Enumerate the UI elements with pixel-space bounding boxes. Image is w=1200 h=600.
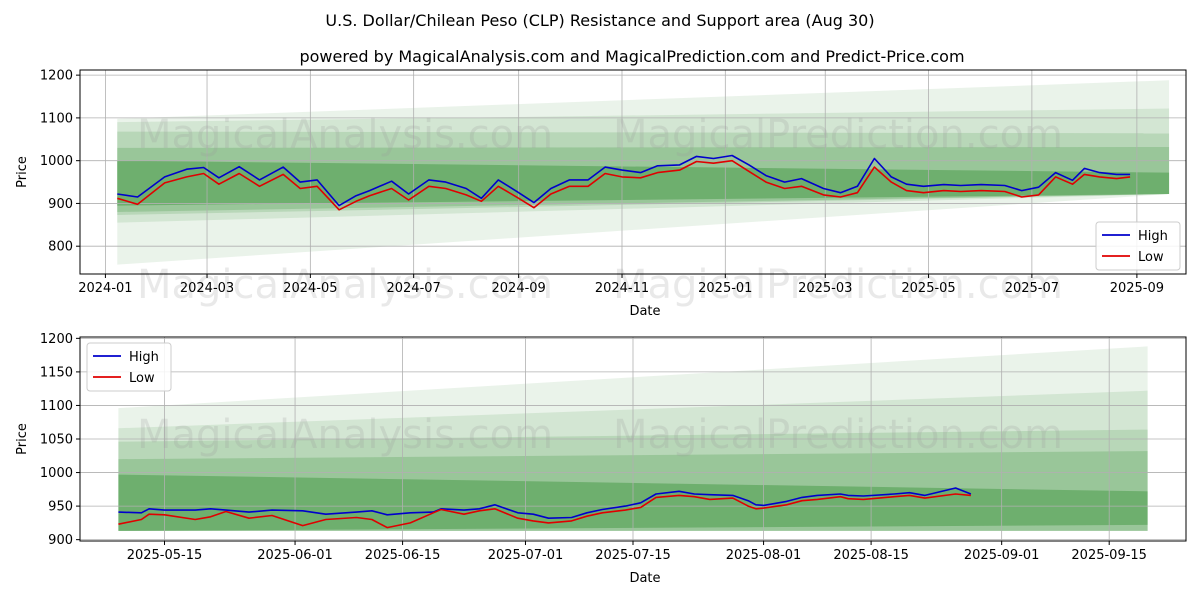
watermark: MagicalPrediction.com [613, 112, 1063, 158]
plot-frame [79, 69, 1187, 275]
band-3 [117, 131, 1170, 215]
x-tick-label: 2024-07 [386, 281, 440, 296]
series-lines [118, 487, 972, 529]
series-low-line [117, 159, 1131, 211]
x-tick-label: 2025-06-15 [365, 548, 441, 563]
top-chart-panel: MagicalAnalysis.com MagicalPrediction.com… [15, 69, 1187, 319]
series-high-line [117, 154, 1131, 207]
legend-label-high: High [129, 350, 159, 365]
legend-label-low: Low [129, 371, 155, 386]
support-resistance-bands [117, 80, 1170, 265]
x-tick-label: 2025-09-01 [964, 548, 1040, 563]
legend: High Low [1095, 221, 1181, 271]
ticks: 2025-05-15 2025-06-01 2025-06-15 2025-07-01… [40, 332, 1147, 563]
series-low-line [118, 493, 971, 529]
x-tick-label: 2025-08-15 [833, 548, 909, 563]
grid [80, 337, 1186, 541]
y-tick-label: 1050 [40, 433, 73, 448]
x-tick-label: 2025-07 [1005, 281, 1059, 296]
y-tick-label: 1000 [40, 466, 73, 481]
x-tick-label: 2024-05 [283, 281, 337, 296]
chart-subtitle: powered by MagicalAnalysis.com and Magic… [299, 47, 964, 66]
x-tick-label: 2024-11 [595, 281, 649, 296]
x-tick-label: 2025-09 [1110, 281, 1164, 296]
x-tick-label: 2025-03 [798, 281, 852, 296]
legend-box [86, 342, 172, 392]
y-tick-label: 950 [48, 500, 73, 515]
grid [80, 70, 1186, 274]
y-tick-label: 900 [48, 197, 73, 212]
y-tick-label: 1000 [40, 154, 73, 169]
band-2 [117, 108, 1170, 223]
y-tick-label: 900 [48, 533, 73, 548]
bottom-chart-panel: MagicalAnalysis.com MagicalPrediction.com… [15, 332, 1187, 586]
x-tick-label: 2025-08-01 [726, 548, 802, 563]
x-tick-label: 2025-01 [698, 281, 752, 296]
y-tick-label: 800 [48, 240, 73, 255]
x-tick-label: 2025-05 [901, 281, 955, 296]
watermark: MagicalPrediction.com [613, 412, 1063, 458]
x-tick-label: 2024-09 [492, 281, 546, 296]
x-tick-label: 2025-07-01 [488, 548, 564, 563]
y-tick-label: 1200 [40, 69, 73, 84]
y-axis-label: Price [15, 156, 30, 188]
x-tick-label: 2024-03 [180, 281, 234, 296]
chart-title: U.S. Dollar/Chilean Peso (CLP) Resistanc… [325, 11, 874, 30]
y-tick-label: 1100 [40, 399, 73, 414]
y-tick-label: 1200 [40, 332, 73, 347]
y-tick-label: 1100 [40, 111, 73, 126]
watermarks: MagicalAnalysis.com MagicalPrediction.com… [137, 112, 1063, 308]
legend-label-low: Low [1138, 250, 1164, 265]
band-5 [117, 160, 1170, 206]
legend: High Low [86, 342, 172, 392]
y-axis-label: Price [15, 423, 30, 455]
legend-box [1095, 221, 1181, 271]
watermark: MagicalAnalysis.com [137, 412, 553, 458]
x-tick-label: 2025-09-15 [1071, 548, 1147, 563]
series-high-line [118, 487, 972, 519]
series-lines [117, 154, 1131, 211]
watermark: MagicalAnalysis.com [137, 112, 553, 158]
ticks: 2024-01 2024-03 2024-05 2024-07 2024-09 2024-… [40, 69, 1164, 296]
watermarks: MagicalAnalysis.com MagicalPrediction.com [137, 412, 1063, 458]
watermark: MagicalAnalysis.com [137, 262, 553, 308]
y-tick-label: 1150 [40, 365, 73, 380]
watermark: MagicalPrediction.com [613, 262, 1063, 308]
x-tick-label: 2025-07-15 [595, 548, 671, 563]
x-axis-label: Date [629, 571, 660, 586]
x-tick-label: 2025-05-15 [127, 548, 203, 563]
band-4 [117, 146, 1170, 212]
x-axis-label: Date [629, 304, 660, 319]
legend-label-high: High [1138, 229, 1168, 244]
x-tick-label: 2025-06-01 [257, 548, 333, 563]
x-tick-label: 2024-01 [78, 281, 132, 296]
